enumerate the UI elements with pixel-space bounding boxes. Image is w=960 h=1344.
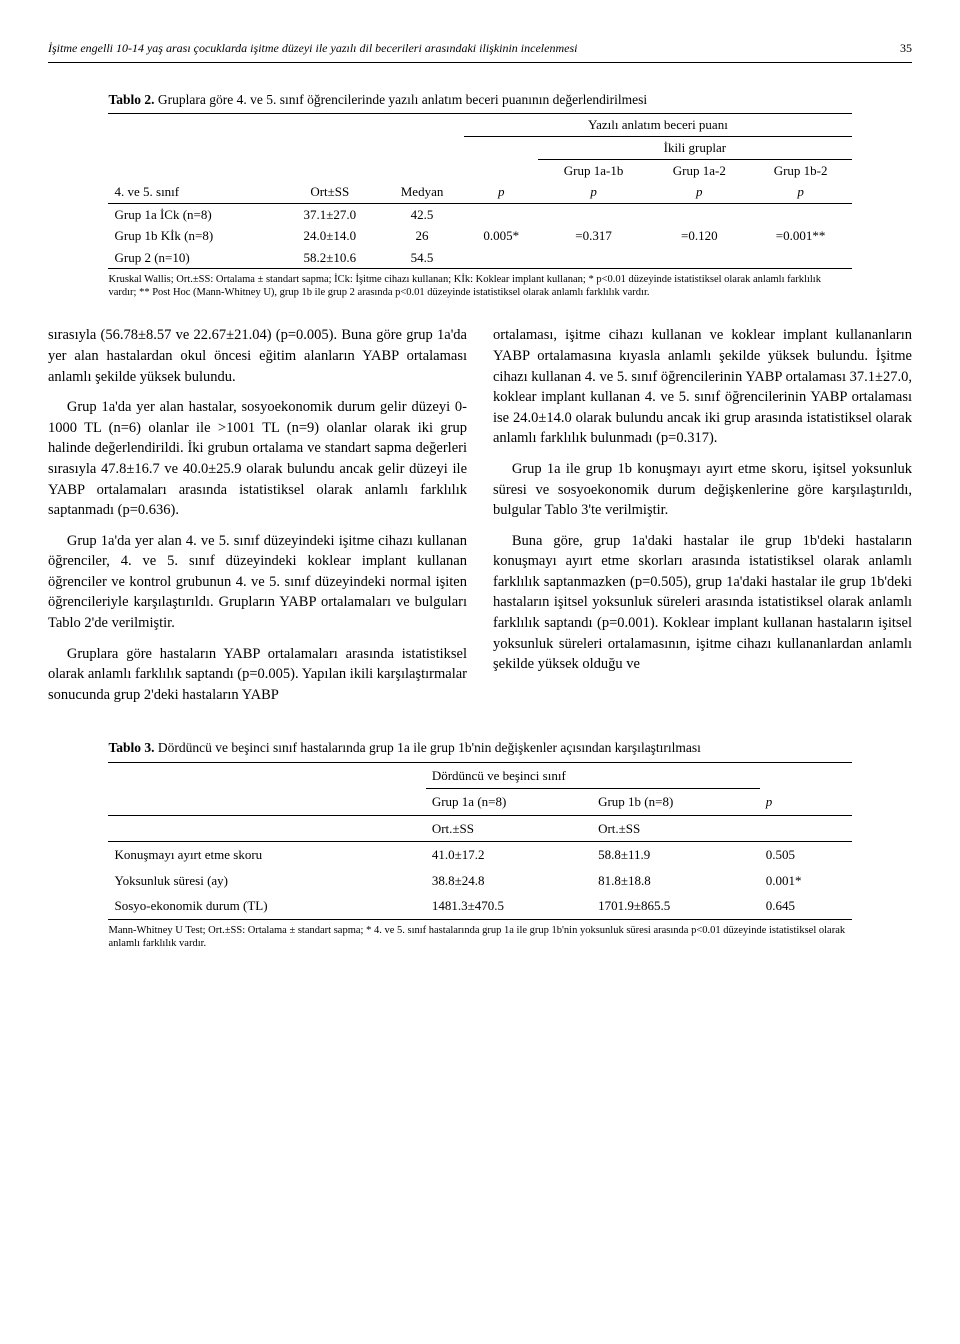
t2-h-g1b2: Grup 1b-2 <box>750 159 852 181</box>
table-row: 42.5 <box>380 203 465 225</box>
t2-h-c1: Ort±SS <box>280 181 380 203</box>
table-row: Sosyo-ekonomik durum (TL) <box>108 893 425 919</box>
t3-h-sub1: Ort.±SS <box>426 815 592 842</box>
table-2-footnote: Kruskal Wallis; Ort.±SS: Ortalama ± stan… <box>108 273 851 299</box>
t2-h-c6p: p <box>797 184 804 199</box>
table-row: 54.5 <box>380 247 465 269</box>
left-column: sırasıyla (56.78±8.57 ve 22.67±21.04) (p… <box>48 325 467 715</box>
table-3: Dördüncü ve beşinci sınıf Grup 1a (n=8) … <box>108 762 851 920</box>
table-row: 1481.3±470.5 <box>426 893 592 919</box>
table-2-block: Tablo 2. Gruplara göre 4. ve 5. sınıf öğ… <box>108 91 851 299</box>
table-3-footnote: Mann-Whitney U Test; Ort.±SS: Ortalama ±… <box>108 924 851 950</box>
table-3-caption-text: Dördüncü ve beşinci sınıf hastalarında g… <box>155 740 701 755</box>
table-row: =0.120 <box>649 225 750 247</box>
table-2: Yazılı anlatım beceri puanı İkili grupla… <box>108 113 851 269</box>
t2-h-c3: p <box>498 184 505 199</box>
table-row: Grup 1a İCk (n=8) <box>108 203 279 225</box>
t3-h-sub2: Ort.±SS <box>592 815 760 842</box>
t2-h-c5p: p <box>696 184 703 199</box>
t3-h-c3: p <box>766 794 773 809</box>
table-2-caption: Tablo 2. Gruplara göre 4. ve 5. sınıf öğ… <box>108 91 851 109</box>
t3-superheader: Dördüncü ve beşinci sınıf <box>426 762 760 789</box>
table-row: 24.0±14.0 <box>280 225 380 247</box>
table-row: 37.1±27.0 <box>280 203 380 225</box>
table-3-block: Tablo 3. Dördüncü ve beşinci sınıf hasta… <box>108 739 851 950</box>
table-row: 0.005* <box>464 225 538 247</box>
table-row: 38.8±24.8 <box>426 868 592 894</box>
t2-ikili: İkili gruplar <box>538 136 851 159</box>
table-row: 58.8±11.9 <box>592 842 760 868</box>
t2-h-c4p: p <box>590 184 597 199</box>
body-paragraph: Grup 1a'da yer alan hastalar, sosyoekono… <box>48 397 467 520</box>
table-row <box>649 247 750 269</box>
page-number: 35 <box>900 40 912 56</box>
table-row: =0.317 <box>538 225 649 247</box>
table-row: 41.0±17.2 <box>426 842 592 868</box>
table-2-caption-text: Gruplara göre 4. ve 5. sınıf öğrencileri… <box>155 92 648 107</box>
t2-h-g1a2: Grup 1a-2 <box>649 159 750 181</box>
table-row <box>538 247 649 269</box>
t2-h-g1a1b: Grup 1a-1b <box>538 159 649 181</box>
table-row: Grup 1b Kİk (n=8) <box>108 225 279 247</box>
table-row: Grup 2 (n=10) <box>108 247 279 269</box>
running-title: İşitme engelli 10-14 yaş arası çocuklard… <box>48 40 577 56</box>
table-row: Konuşmayı ayırt etme skoru <box>108 842 425 868</box>
body-paragraph: sırasıyla (56.78±8.57 ve 22.67±21.04) (p… <box>48 325 467 387</box>
table-row <box>538 203 649 225</box>
running-header: İşitme engelli 10-14 yaş arası çocuklard… <box>48 40 912 63</box>
t2-h-c2: Medyan <box>380 181 465 203</box>
table-row: 0.645 <box>760 893 852 919</box>
body-columns: sırasıyla (56.78±8.57 ve 22.67±21.04) (p… <box>48 325 912 715</box>
table-row: 58.2±10.6 <box>280 247 380 269</box>
body-paragraph: Grup 1a ile grup 1b konuşmayı ayırt etme… <box>493 459 912 521</box>
table-row: =0.001** <box>750 225 852 247</box>
table-row <box>649 203 750 225</box>
t2-superheader: Yazılı anlatım beceri puanı <box>464 114 851 137</box>
table-row: 1701.9±865.5 <box>592 893 760 919</box>
body-paragraph: Gruplara göre hastaların YABP ortalamala… <box>48 644 467 706</box>
right-column: ortalaması, işitme cihazı kullanan ve ko… <box>493 325 912 715</box>
body-paragraph: Buna göre, grup 1a'daki hastalar ile gru… <box>493 531 912 675</box>
table-row <box>464 203 538 225</box>
table-row <box>750 203 852 225</box>
t3-h-c2: Grup 1b (n=8) <box>592 789 760 816</box>
body-paragraph: ortalaması, işitme cihazı kullanan ve ko… <box>493 325 912 448</box>
body-paragraph: Grup 1a'da yer alan 4. ve 5. sınıf düzey… <box>48 531 467 634</box>
table-row: 26 <box>380 225 465 247</box>
t3-h-c1: Grup 1a (n=8) <box>426 789 592 816</box>
table-row: 0.001* <box>760 868 852 894</box>
t2-h-c0: 4. ve 5. sınıf <box>108 181 279 203</box>
table-row <box>464 247 538 269</box>
table-row <box>750 247 852 269</box>
t3-h-c0 <box>108 789 425 816</box>
table-row: Yoksunluk süresi (ay) <box>108 868 425 894</box>
table-3-caption-label: Tablo 3. <box>108 740 154 755</box>
table-2-caption-label: Tablo 2. <box>108 92 154 107</box>
table-3-caption: Tablo 3. Dördüncü ve beşinci sınıf hasta… <box>108 739 851 757</box>
table-row: 0.505 <box>760 842 852 868</box>
table-row: 81.8±18.8 <box>592 868 760 894</box>
